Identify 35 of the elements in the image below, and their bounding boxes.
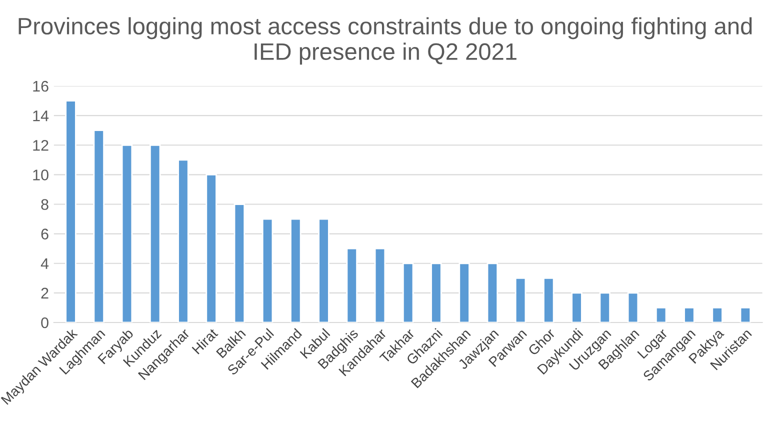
bar [121,144,133,322]
bar [655,307,667,322]
y-tick-label: 8 [41,199,48,210]
bar [599,292,610,322]
y-tick-label: 2 [41,288,48,298]
bar [402,262,414,322]
y-tick-label: 4 [40,258,49,269]
y-tick-label: 0 [41,317,48,328]
bar [346,248,358,322]
bar [65,100,76,322]
bar [514,277,526,322]
bar [543,277,554,322]
y-tick-label: 12 [33,140,48,151]
bar [430,262,442,322]
bar [262,218,274,322]
bar [740,307,752,322]
bar [458,262,470,322]
chart-title: Provinces logging most access constraints due to ongoing fighting and IED presence in Q2 2021 [18,17,752,65]
bar [149,144,161,322]
bar [318,218,330,322]
bar [684,307,695,322]
y-tick-label: 6 [41,228,48,240]
bar [206,174,217,322]
y-tick-label: 16 [33,80,48,92]
bar [93,130,104,322]
bar [712,307,723,322]
bar [486,262,498,322]
bar [571,292,582,322]
bar [234,204,246,322]
bar [178,159,189,322]
bar [290,218,302,322]
bar [374,248,386,322]
bar [627,292,639,322]
y-tick-label: 14 [33,110,49,122]
y-tick-label: 10 [33,170,48,180]
